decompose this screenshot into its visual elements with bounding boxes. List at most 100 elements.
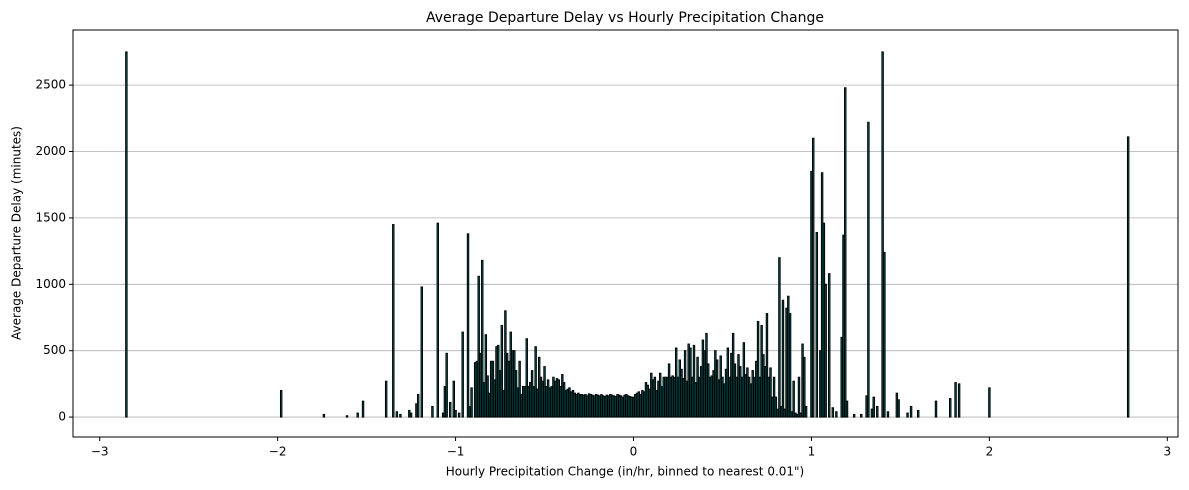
bar bbox=[916, 409, 920, 418]
bar bbox=[584, 394, 587, 418]
bar bbox=[699, 366, 703, 418]
bar bbox=[607, 395, 610, 418]
bar bbox=[872, 396, 875, 418]
bar bbox=[694, 382, 697, 418]
bar bbox=[616, 394, 619, 418]
bar bbox=[788, 313, 792, 418]
bar bbox=[420, 286, 423, 418]
bar bbox=[664, 376, 667, 418]
bar bbox=[667, 363, 671, 418]
y-tick-label: 2500 bbox=[35, 78, 66, 92]
bar bbox=[621, 396, 625, 418]
bar bbox=[785, 307, 788, 418]
bar bbox=[840, 336, 843, 418]
bar bbox=[680, 368, 683, 418]
bar bbox=[548, 387, 552, 418]
bar bbox=[530, 370, 534, 418]
bar bbox=[511, 350, 514, 418]
bar bbox=[546, 379, 550, 418]
bar bbox=[682, 378, 685, 418]
bar bbox=[625, 394, 628, 418]
bar bbox=[895, 392, 899, 418]
bar bbox=[493, 379, 496, 418]
bar bbox=[470, 387, 473, 418]
bar bbox=[714, 350, 717, 418]
bar bbox=[650, 372, 653, 418]
bar bbox=[717, 379, 721, 418]
bar bbox=[678, 359, 681, 418]
bar bbox=[589, 394, 593, 418]
bar bbox=[803, 356, 806, 418]
bar bbox=[705, 332, 708, 418]
bar bbox=[554, 380, 557, 418]
bar bbox=[687, 343, 690, 418]
bar bbox=[783, 408, 786, 418]
bar bbox=[634, 394, 637, 418]
bar bbox=[771, 396, 774, 418]
bar bbox=[819, 350, 822, 418]
y-tick-label: 2000 bbox=[35, 144, 66, 158]
bar bbox=[712, 370, 715, 418]
bar bbox=[502, 390, 505, 418]
bar bbox=[566, 388, 569, 418]
bar bbox=[723, 383, 726, 418]
bar bbox=[619, 395, 623, 418]
bar bbox=[626, 395, 630, 418]
bar bbox=[445, 352, 448, 418]
bar bbox=[792, 380, 795, 418]
bar bbox=[573, 392, 576, 418]
bar bbox=[676, 376, 680, 418]
bar bbox=[457, 412, 461, 418]
bar bbox=[596, 394, 600, 418]
bar bbox=[614, 395, 617, 418]
bar bbox=[486, 375, 489, 418]
bar bbox=[753, 376, 756, 418]
bar bbox=[822, 222, 826, 418]
bar bbox=[675, 347, 678, 418]
bar bbox=[475, 360, 479, 418]
bar bbox=[730, 352, 733, 418]
bar bbox=[598, 395, 601, 418]
bar bbox=[934, 400, 938, 418]
y-tick-label: 1000 bbox=[35, 277, 66, 291]
bar bbox=[564, 390, 568, 418]
bar bbox=[279, 390, 283, 418]
bar bbox=[561, 374, 564, 418]
bar bbox=[525, 338, 528, 418]
bar bbox=[392, 224, 395, 418]
bar bbox=[733, 363, 737, 418]
bar bbox=[571, 390, 575, 418]
bar bbox=[662, 376, 665, 418]
bar bbox=[514, 370, 518, 418]
bar bbox=[867, 121, 870, 418]
bar bbox=[669, 376, 673, 418]
bar bbox=[523, 386, 527, 418]
bar bbox=[842, 234, 845, 418]
bar bbox=[865, 395, 868, 418]
x-tick-label: −2 bbox=[269, 445, 287, 459]
bar bbox=[739, 366, 742, 418]
bar bbox=[603, 395, 607, 418]
bar bbox=[628, 395, 632, 418]
bar bbox=[648, 388, 651, 418]
bar bbox=[641, 390, 644, 418]
bar bbox=[466, 233, 470, 418]
bar bbox=[570, 391, 573, 418]
bar bbox=[600, 394, 603, 418]
bar bbox=[728, 376, 731, 418]
bar bbox=[824, 283, 827, 418]
bar bbox=[644, 382, 648, 418]
bar bbox=[610, 394, 614, 418]
bar bbox=[593, 395, 596, 418]
y-axis-label: Average Departure Delay (minutes) bbox=[10, 126, 24, 340]
bar bbox=[886, 411, 890, 418]
bar bbox=[726, 347, 730, 418]
bar bbox=[762, 354, 765, 418]
x-axis-label: Hourly Precipitation Change (in/hr, binn… bbox=[446, 465, 805, 479]
bar bbox=[710, 375, 714, 418]
bar bbox=[765, 313, 769, 418]
bar bbox=[539, 376, 543, 418]
bar bbox=[507, 360, 511, 418]
bar bbox=[870, 408, 874, 418]
